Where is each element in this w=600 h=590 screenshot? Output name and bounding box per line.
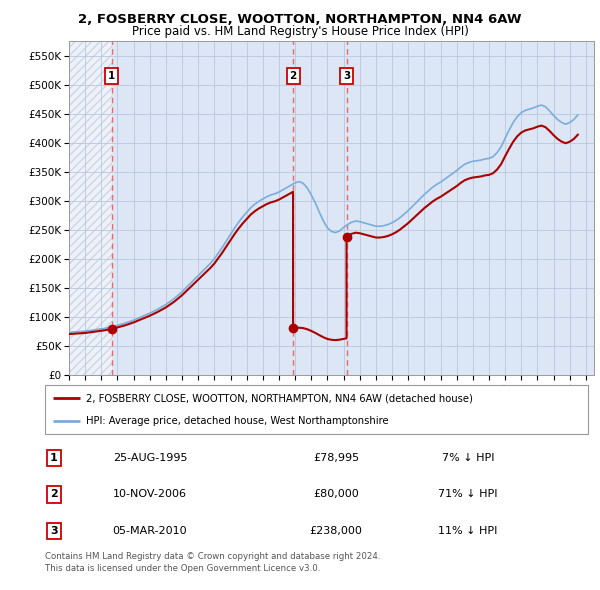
- Text: 10-NOV-2006: 10-NOV-2006: [113, 490, 187, 499]
- Text: Contains HM Land Registry data © Crown copyright and database right 2024.
This d: Contains HM Land Registry data © Crown c…: [45, 552, 380, 573]
- Text: Price paid vs. HM Land Registry's House Price Index (HPI): Price paid vs. HM Land Registry's House …: [131, 25, 469, 38]
- Text: 25-AUG-1995: 25-AUG-1995: [113, 453, 187, 463]
- Text: 2, FOSBERRY CLOSE, WOOTTON, NORTHAMPTON, NN4 6AW: 2, FOSBERRY CLOSE, WOOTTON, NORTHAMPTON,…: [78, 13, 522, 26]
- Text: 2: 2: [289, 71, 296, 81]
- Text: 1: 1: [108, 71, 115, 81]
- Text: £80,000: £80,000: [313, 490, 359, 499]
- Text: HPI: Average price, detached house, West Northamptonshire: HPI: Average price, detached house, West…: [86, 415, 388, 425]
- Text: 11% ↓ HPI: 11% ↓ HPI: [439, 526, 497, 536]
- Text: 2, FOSBERRY CLOSE, WOOTTON, NORTHAMPTON, NN4 6AW (detached house): 2, FOSBERRY CLOSE, WOOTTON, NORTHAMPTON,…: [86, 394, 473, 404]
- Text: 71% ↓ HPI: 71% ↓ HPI: [438, 490, 498, 499]
- Text: 1: 1: [50, 453, 58, 463]
- Text: 7% ↓ HPI: 7% ↓ HPI: [442, 453, 494, 463]
- Text: 3: 3: [343, 71, 350, 81]
- Text: 05-MAR-2010: 05-MAR-2010: [113, 526, 187, 536]
- Text: £78,995: £78,995: [313, 453, 359, 463]
- Text: 2: 2: [50, 490, 58, 499]
- Text: 3: 3: [50, 526, 58, 536]
- Text: £238,000: £238,000: [310, 526, 362, 536]
